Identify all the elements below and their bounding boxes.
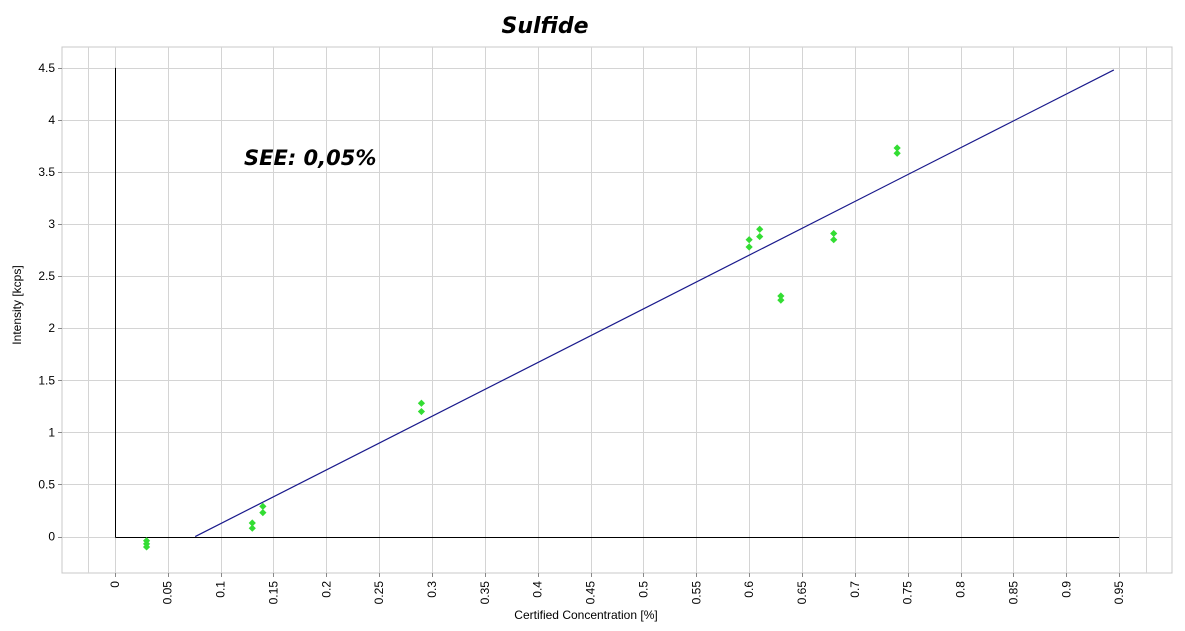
x-tick-label: 0.65 (795, 581, 809, 605)
x-tick-label: 0.4 (531, 581, 545, 598)
see-annotation: SEE: 0,05% (244, 146, 377, 170)
data-point (259, 508, 267, 517)
data-point (777, 296, 785, 304)
y-tick-label: 4 (48, 113, 55, 127)
x-tick-label: 0.6 (742, 581, 756, 598)
data-point (893, 144, 901, 152)
x-tick-label: 0.8 (954, 581, 968, 598)
plot-frame (61, 46, 1173, 574)
x-tick-label: 0.55 (689, 581, 703, 605)
data-point (417, 407, 426, 416)
data-point (893, 149, 901, 157)
x-tick-label: 0.2 (319, 581, 333, 598)
x-axis-label: Certified Concentration [%] (514, 608, 658, 622)
data-point (756, 225, 764, 233)
data-point (745, 236, 753, 244)
data-point (756, 232, 764, 241)
x-tick-label: 0.7 (848, 581, 862, 598)
x-tick-label: 0.3 (425, 581, 439, 598)
y-tick-label: 0 (48, 530, 55, 544)
y-tick-label: 2.5 (38, 269, 55, 283)
x-tick-label: 0.85 (1006, 581, 1020, 605)
x-tick-label: 0.35 (478, 581, 492, 605)
y-tick-label: 0.5 (38, 477, 55, 491)
y-tick-label: 2 (48, 321, 55, 335)
x-tick-label: 0.9 (1059, 581, 1073, 598)
data-point (248, 524, 256, 532)
data-point (417, 399, 426, 407)
x-tick-label: 0.75 (901, 581, 915, 605)
y-tick-label: 3.5 (38, 165, 55, 179)
y-tick-label: 1 (48, 425, 55, 439)
fit-line (194, 69, 1115, 538)
data-point (830, 229, 838, 238)
chart-title: Sulfide (501, 14, 589, 39)
data-point (777, 292, 785, 300)
data-point (259, 502, 267, 510)
y-tick-label: 3 (48, 217, 55, 231)
y-tick-label: 1.5 (38, 373, 55, 387)
x-tick-label: 0.25 (372, 581, 386, 605)
data-point (745, 243, 753, 251)
x-tick-label: 0 (108, 581, 122, 588)
data-point (248, 519, 256, 527)
x-tick-label: 0.05 (161, 581, 175, 605)
x-tick-label: 0.95 (1112, 581, 1126, 605)
x-tick-label: 0.15 (266, 581, 280, 605)
data-point (142, 543, 151, 551)
data-point (830, 236, 838, 244)
x-tick-label: 0.45 (584, 581, 598, 605)
y-axis-label: Intensity [kcps] (10, 265, 24, 345)
y-tick-label: 4.5 (38, 61, 55, 75)
x-tick-label: 0.1 (214, 581, 228, 598)
x-tick-label: 0.5 (636, 581, 650, 598)
